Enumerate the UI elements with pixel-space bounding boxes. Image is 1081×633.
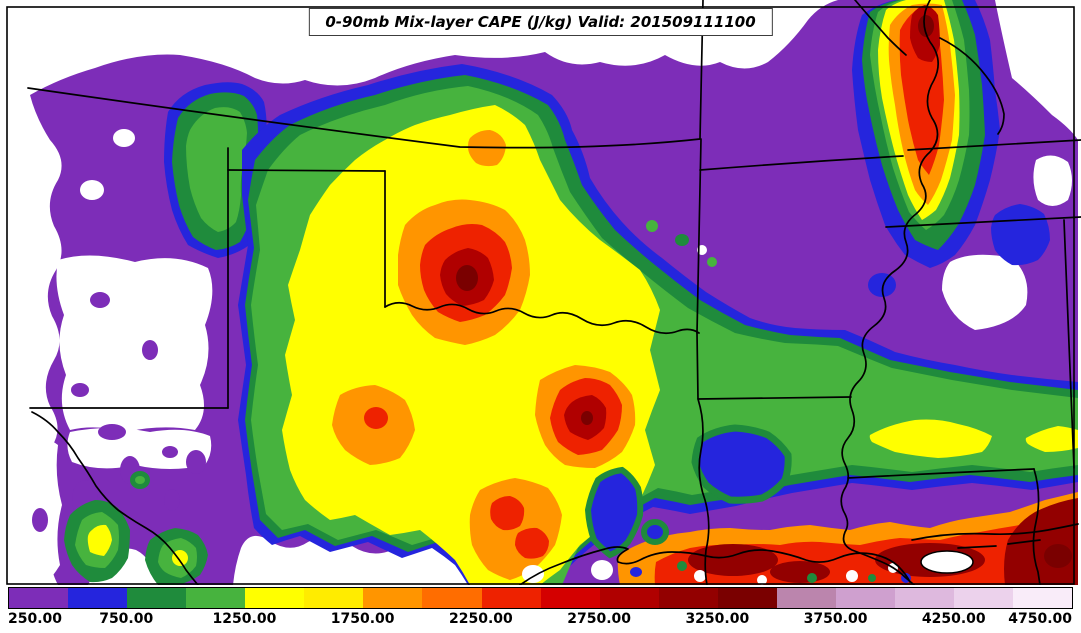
border-37n-parallel (27, 87, 701, 149)
colorbar-segments (9, 588, 1073, 608)
colorbar-segment (894, 588, 954, 608)
colorbar-segment (835, 588, 895, 608)
colorbar-segment (954, 588, 1014, 608)
cape-map (6, 0, 1081, 585)
colorbar (8, 587, 1073, 609)
border-oklahoma-panhandle (227, 169, 386, 172)
sabine-river (697, 398, 710, 585)
colorbar-labels: 250.00 750.00 1250.00 1750.00 2250.00 27… (8, 611, 1072, 629)
border-mississippi-alabama (1063, 219, 1075, 469)
cape-lightgreen-specks (646, 220, 717, 267)
colorbar-segment (127, 588, 187, 608)
colorbar-tick-label: 3750.00 (803, 611, 868, 627)
border-arkansas-missouri (699, 155, 904, 171)
mississippi-coastline (911, 523, 1079, 541)
colorbar-segment (1013, 588, 1073, 608)
map-frame (6, 6, 1075, 585)
cape-field (15, 0, 1078, 585)
pearl-river (1032, 468, 1041, 585)
colorbar-segment (481, 588, 541, 608)
cape-fill-darkred-gulfcoast (688, 498, 1078, 585)
border-kentucky-tennessee (907, 139, 1081, 151)
colorbar-tick-label: 2250.00 (448, 611, 513, 627)
colorbar-segment (245, 588, 305, 608)
red-river (384, 301, 700, 335)
cape-darkgreen-specks (675, 234, 689, 246)
border-louisiana-mississippi (847, 468, 1035, 479)
border-texas-arkansas (696, 332, 852, 400)
colorbar-segment (658, 588, 718, 608)
state-borders (27, 0, 1081, 585)
colorbar-segment (363, 588, 423, 608)
cape-fill-blue-dip-coastal (584, 466, 670, 559)
colorbar-segment (599, 588, 659, 608)
colorbar-tick-label: 750.00 (99, 611, 154, 627)
colorbar-segment (186, 588, 246, 608)
border-oklahoma-east (696, 138, 702, 334)
colorbar-tick-label: 3250.00 (685, 611, 750, 627)
plot-title: 0-90mb Mix-layer CAPE (J/kg) Valid: 2015… (325, 13, 756, 31)
rio-grande (31, 411, 199, 585)
colorbar-segment (540, 588, 600, 608)
plot-title-box: 0-90mb Mix-layer CAPE (J/kg) Valid: 2015… (308, 8, 773, 36)
colorbar-tick-label: 4750.00 (1008, 611, 1072, 627)
colorbar-tick-label: 1250.00 (212, 611, 277, 627)
colorbar-tick-label: 4250.00 (921, 611, 986, 627)
upper-mississippi-branch (854, 0, 907, 56)
ohio-river (939, 37, 1005, 135)
colorbar-segment (9, 588, 69, 608)
colorbar-tick-label: 2750.00 (567, 611, 631, 627)
gulf-coastline (519, 546, 911, 585)
cape-fill-red-south-spots (364, 407, 549, 559)
colorbar-segment (68, 588, 128, 608)
lake-pontchartrain (920, 550, 974, 574)
colorbar-segment (304, 588, 364, 608)
colorbar-segment (776, 588, 836, 608)
cape-fill-blue-dip-louisiana (691, 424, 792, 504)
cape-fill-yellow-east-band (869, 419, 1078, 458)
colorbar-segment (422, 588, 482, 608)
coast-white-speckles (522, 560, 898, 585)
border-tennessee-mississippi (885, 216, 1081, 228)
colorbar-tick-label: 250.00 (8, 611, 63, 627)
cape-fill-blue-east-patch (867, 204, 1050, 298)
cape-fill-lightgreen-topleft (186, 107, 247, 232)
colorbar-segment (717, 588, 777, 608)
colorbar-tick-label: 1750.00 (330, 611, 395, 627)
mississippi-river (840, 0, 939, 585)
barrier-islands (957, 539, 1041, 549)
cape-fill-yellow-bottomleft (87, 524, 188, 566)
